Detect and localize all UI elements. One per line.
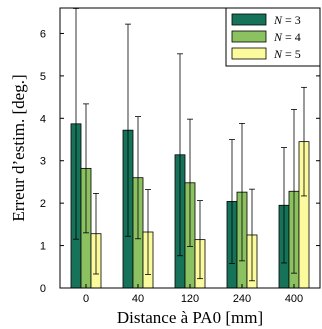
y-axis-title: Erreur d’estim. [deg.] <box>9 74 28 221</box>
y-tick-label: 6 <box>40 28 46 40</box>
legend-variable: N <box>273 30 283 44</box>
legend-value: = 4 <box>282 30 301 44</box>
x-axis-title: Distance à PA0 [mm] <box>117 308 263 327</box>
legend-label: N = 5 <box>273 47 301 61</box>
legend-value: = 5 <box>282 47 301 61</box>
x-tick-label: 120 <box>181 293 199 305</box>
legend-swatch <box>231 13 267 26</box>
y-tick-label: 3 <box>40 156 46 168</box>
axes-layer: 0 1 2 3 4 5 6 0 40 120 240 400 <box>40 7 321 305</box>
y-tick-label: 2 <box>40 198 46 210</box>
legend-variable: N <box>273 13 283 27</box>
legend-label: N = 4 <box>273 30 301 44</box>
x-tick-label: 400 <box>285 293 303 305</box>
x-tick-label: 0 <box>83 293 89 305</box>
legend-swatch <box>231 47 267 60</box>
legend-value: = 3 <box>282 13 301 27</box>
legend-swatch <box>231 30 267 43</box>
error-bars-layer <box>73 8 307 282</box>
legend: N = 3N = 4N = 5 <box>225 7 321 67</box>
y-tick-label: 5 <box>40 71 46 83</box>
legend-variable: N <box>273 47 283 61</box>
y-tick-label: 1 <box>40 241 46 253</box>
x-tick-label: 240 <box>233 293 251 305</box>
y-tick-label: 4 <box>40 113 46 125</box>
y-tick-label: 0 <box>40 283 46 295</box>
legend-label: N = 3 <box>273 13 301 27</box>
x-tick-label: 40 <box>132 293 144 305</box>
